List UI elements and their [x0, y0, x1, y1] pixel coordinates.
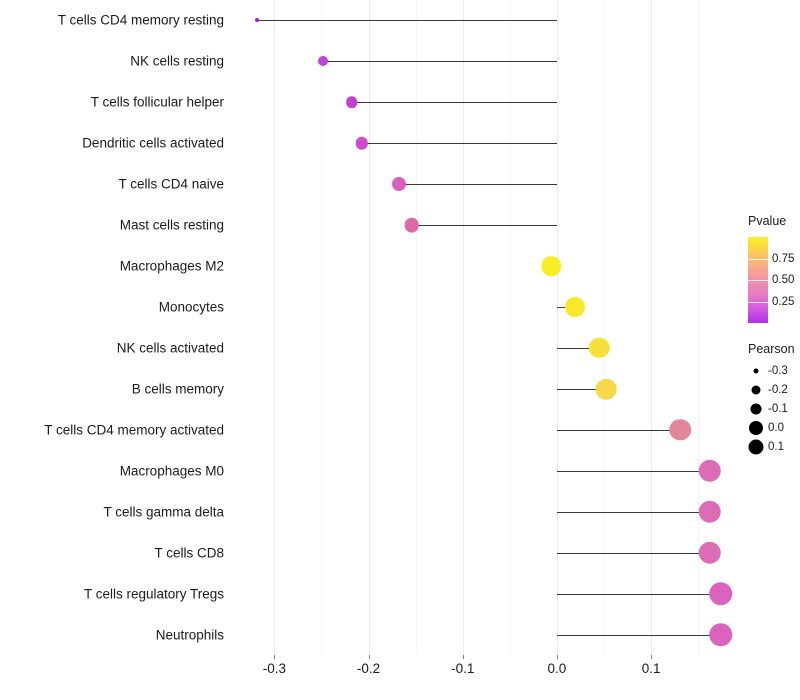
gridline-minor	[415, 0, 417, 655]
size-legend-dot	[749, 420, 763, 435]
colorbar-tick-mark	[748, 258, 768, 260]
lollipop-dot[interactable]	[404, 217, 420, 233]
pearson-size-legend: Pearson -0.3 -0.2 -0.1 0.0 0.1	[742, 342, 800, 454]
colorbar-tick-mark	[748, 301, 768, 303]
size-legend-dot	[751, 385, 761, 394]
size-legend-label: -0.2	[768, 383, 788, 396]
y-axis-tick-label: Dendritic cells activated	[82, 135, 224, 151]
size-legend-dot	[753, 368, 759, 373]
gridline-major	[274, 0, 276, 655]
x-axis-tick-label: -0.3	[262, 661, 287, 676]
gridline-minor	[509, 0, 511, 655]
size-legend-label: 0.1	[768, 440, 784, 453]
y-axis-tick-label: T cells CD4 memory resting	[57, 12, 224, 28]
size-legend-row: 0.1	[742, 438, 800, 455]
legend-area: Pvalue 0.75 0.50 0.25 Pearson -0.3 -0.2 -0.1…	[742, 214, 800, 454]
y-axis-tick-label: Macrophages M0	[119, 463, 224, 479]
x-axis-tick-mark	[462, 655, 464, 659]
x-axis-tick-label: 0.1	[641, 661, 661, 676]
colorbar-title: Pvalue	[748, 214, 787, 228]
lollipop-stem	[556, 511, 710, 513]
lollipop-dot[interactable]	[669, 419, 692, 441]
x-axis-tick-label: 0.0	[547, 661, 567, 676]
y-axis-tick-label: T cells CD4 memory activated	[44, 422, 224, 438]
x-axis-tick-mark	[368, 655, 370, 659]
colorbar-tick-label: 0.50	[772, 274, 795, 286]
gridline-major	[462, 0, 464, 655]
lollipop-dot[interactable]	[345, 96, 358, 109]
size-legend-dot	[748, 439, 764, 454]
lollipop-dot[interactable]	[318, 56, 329, 67]
lollipop-dot[interactable]	[698, 459, 721, 483]
lollipop-dot[interactable]	[698, 541, 721, 564]
y-axis-labels: T cells CD4 memory resting NK cells resti…	[0, 0, 224, 655]
y-axis-tick-label: T cells CD4 naive	[118, 176, 224, 192]
lollipop-dot[interactable]	[595, 378, 617, 400]
y-axis-tick-label: Macrophages M2	[119, 258, 224, 274]
size-legend-label: -0.1	[768, 402, 788, 415]
colorbar-tick-label: 0.75	[772, 252, 795, 265]
lollipop-dot[interactable]	[255, 18, 260, 23]
lollipop-stem	[556, 634, 721, 636]
lollipop-stem	[351, 102, 557, 104]
lollipop-stem	[398, 184, 557, 186]
size-legend-row: 0.0	[742, 419, 800, 436]
y-axis-tick-label: NK cells activated	[116, 340, 224, 356]
x-axis: -0.3 -0.2 -0.1 0.0 0.1	[232, 655, 734, 695]
y-axis-tick-label: NK cells resting	[130, 53, 224, 69]
size-legend-dot	[750, 403, 762, 414]
gridline-major	[556, 0, 558, 655]
lollipop-stem	[556, 388, 606, 390]
y-axis-tick-label: Mast cells resting	[119, 217, 224, 233]
lollipop-stem	[411, 225, 557, 227]
lollipop-dot[interactable]	[355, 137, 369, 150]
colorbar-tick-mark	[748, 280, 768, 281]
gridline-major	[368, 0, 370, 655]
y-axis-tick-label: B cells memory	[131, 381, 224, 397]
lollipop-stem	[361, 143, 557, 145]
lollipop-dot[interactable]	[541, 256, 562, 276]
gridline-major	[651, 0, 653, 655]
lollipop-stem	[556, 429, 681, 431]
lollipop-stem	[556, 347, 600, 349]
y-axis-tick-label: Monocytes	[158, 299, 224, 315]
y-axis-tick-label: T cells regulatory Tregs	[83, 586, 224, 602]
colorbar-tick-label: 0.25	[772, 295, 795, 308]
y-axis-tick-label: Neutrophils	[155, 627, 224, 643]
size-legend-label: 0.0	[768, 421, 784, 434]
x-axis-tick-label: -0.2	[356, 661, 381, 676]
lollipop-dot[interactable]	[589, 337, 610, 359]
lollipop-dot[interactable]	[564, 297, 585, 318]
x-axis-tick-mark	[556, 655, 558, 659]
lollipop-dot[interactable]	[391, 177, 406, 192]
lollipop-dot[interactable]	[698, 500, 721, 523]
size-legend-row: -0.2	[742, 381, 800, 398]
size-legend-row: -0.3	[742, 362, 800, 379]
gridline-minor	[698, 0, 700, 655]
lollipop-stem	[323, 61, 557, 63]
gridline-minor	[604, 0, 606, 655]
size-legend-title: Pearson	[748, 342, 795, 356]
size-legend-label: -0.3	[768, 364, 788, 377]
y-axis-tick-label: T cells follicular helper	[90, 94, 224, 110]
lollipop-dot[interactable]	[709, 622, 733, 647]
y-axis-tick-label: T cells gamma delta	[103, 504, 224, 520]
size-legend-row: -0.1	[742, 400, 800, 417]
lollipop-stem	[556, 552, 710, 554]
x-axis-tick-mark	[651, 655, 653, 659]
lollipop-dot[interactable]	[709, 581, 733, 606]
lollipop-stem	[556, 470, 710, 472]
x-axis-tick-label: -0.1	[451, 661, 475, 676]
y-axis-tick-label: T cells CD8	[154, 545, 224, 561]
plot-panel	[232, 0, 734, 655]
x-axis-tick-mark	[274, 655, 276, 659]
lollipop-stem	[556, 593, 721, 595]
lollipop-stem	[257, 20, 557, 22]
gridline-minor	[321, 0, 323, 655]
